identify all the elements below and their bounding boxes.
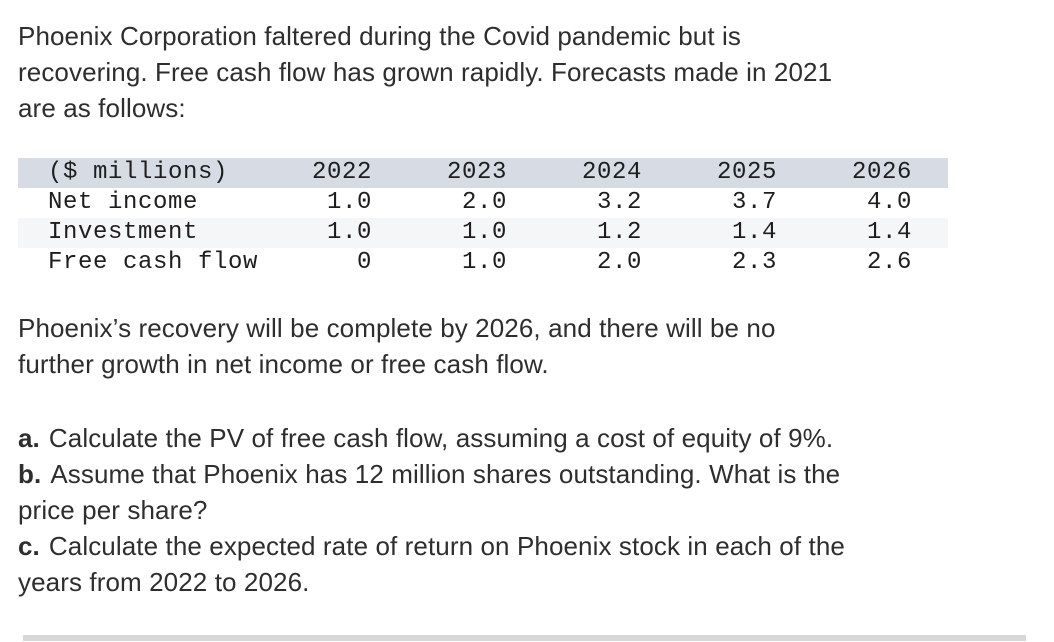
cell-value: 1.0: [461, 249, 507, 276]
note-line: further growth in net income or free cas…: [18, 349, 549, 379]
header-cell-2025: 2025: [716, 159, 777, 186]
table-row-free-cash-flow: Free cash flow 0 1.0 2.0 2.3 2.6: [18, 248, 948, 278]
cell-value: 1.4: [731, 219, 777, 246]
row-label: Investment: [48, 219, 199, 246]
row-label: Net income: [48, 189, 199, 216]
cell-value: 1.4: [866, 219, 912, 246]
note-paragraph: Phoenix’s recovery will be complete by 2…: [18, 310, 1040, 382]
question-line: a. Calculate the PV of free cash flow, as…: [18, 420, 1040, 456]
cell-value: 2.6: [866, 249, 912, 276]
question-line: c. Calculate the expected rate of return …: [18, 528, 1040, 564]
question-b: b. Assume that Phoenix has 12 million sha…: [18, 456, 1040, 528]
header-cell-2026: 2026: [851, 159, 912, 186]
table-row-investment: Investment 1.0 1.0 1.2 1.4 1.4: [18, 218, 948, 248]
question-a: a. Calculate the PV of free cash flow, as…: [18, 420, 1040, 456]
cell-value: 2.0: [461, 189, 507, 216]
cell-value: 0: [356, 249, 372, 276]
cell-value: 3.7: [731, 189, 777, 216]
cell-value: 1.0: [461, 219, 507, 246]
forecast-table: ($ millions) 2022 2023 2024 2025 2026 Ne…: [18, 158, 948, 278]
cell-value: 3.2: [596, 189, 642, 216]
header-cell-units: ($ millions): [48, 159, 229, 186]
intro-line: recovering. Free cash flow has grown rap…: [18, 57, 833, 87]
intro-line: are as follows:: [18, 93, 186, 123]
note-line: Phoenix’s recovery will be complete by 2…: [18, 313, 776, 343]
cell-value: 1.0: [326, 219, 372, 246]
cell-value: 1.0: [326, 189, 372, 216]
horizontal-scrollbar[interactable]: [23, 635, 1026, 641]
questions-list: a. Calculate the PV of free cash flow, as…: [18, 420, 1040, 600]
question-a-label: a.: [18, 423, 40, 453]
question-line: b. Assume that Phoenix has 12 million sha…: [18, 456, 1040, 492]
question-c-text: Calculate the expected rate of return on…: [48, 531, 845, 561]
row-label: Free cash flow: [48, 249, 259, 276]
question-c-label: c.: [18, 531, 40, 561]
cell-value: 2.3: [731, 249, 777, 276]
cell-value: 4.0: [866, 189, 912, 216]
header-cell-2023: 2023: [446, 159, 507, 186]
problem-statement: Phoenix Corporation faltered during the …: [18, 18, 1040, 600]
question-line: years from 2022 to 2026.: [18, 567, 310, 597]
cell-value: 1.2: [596, 219, 642, 246]
header-cell-2024: 2024: [581, 159, 642, 186]
header-cell-2022: 2022: [311, 159, 372, 186]
question-a-text: Calculate the PV of free cash flow, assu…: [48, 423, 834, 453]
intro-paragraph: Phoenix Corporation faltered during the …: [18, 18, 1040, 126]
table-header-row: ($ millions) 2022 2023 2024 2025 2026: [18, 158, 948, 188]
question-b-text: Assume that Phoenix has 12 million share…: [50, 459, 841, 489]
question-c: c. Calculate the expected rate of return …: [18, 528, 1040, 600]
table-row-net-income: Net income 1.0 2.0 3.2 3.7 4.0: [18, 188, 948, 218]
question-b-label: b.: [18, 459, 42, 489]
cell-value: 2.0: [596, 249, 642, 276]
question-line: price per share?: [18, 495, 208, 525]
intro-line: Phoenix Corporation faltered during the …: [18, 21, 741, 51]
